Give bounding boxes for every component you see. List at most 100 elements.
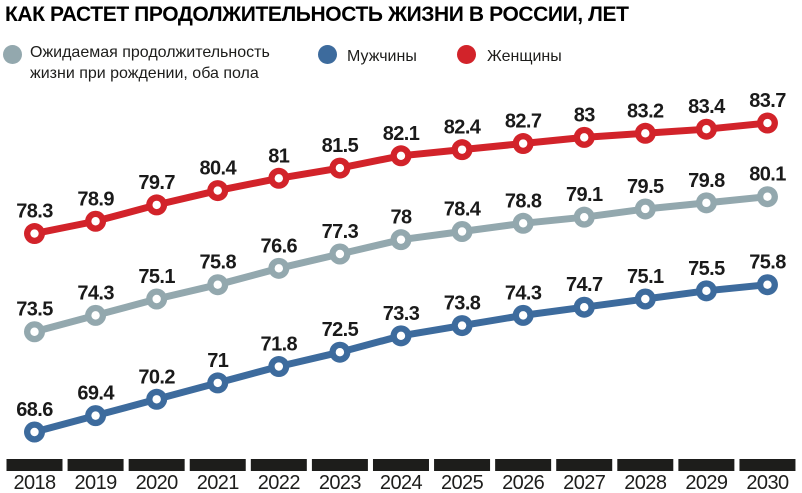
data-point-hole [152, 395, 161, 404]
data-point-hole [274, 174, 284, 183]
axis-tick-bar [556, 459, 613, 471]
value-label: 75.8 [749, 252, 786, 274]
value-label: 75.1 [627, 266, 664, 288]
value-label: 79.7 [138, 172, 175, 194]
axis-tick-bar [67, 459, 124, 471]
value-label: 76.6 [261, 235, 298, 257]
value-label: 72.5 [322, 319, 359, 341]
data-point-hole [518, 219, 528, 228]
data-point-hole [30, 427, 39, 437]
value-label: 78.4 [444, 198, 482, 220]
data-point-hole [335, 348, 345, 357]
value-label: 78.8 [505, 190, 542, 212]
data-point-hole [213, 186, 222, 195]
axis-tick-bar [739, 459, 796, 471]
value-label: 73.3 [383, 303, 420, 325]
year-label: 2024 [380, 472, 423, 493]
axis-tick-bar [495, 459, 552, 471]
value-label: 69.4 [77, 383, 115, 405]
data-point-hole [396, 235, 406, 244]
data-point-hole [213, 280, 222, 289]
data-point-hole [518, 311, 528, 320]
value-label: 79.5 [627, 176, 664, 198]
data-point-hole [457, 227, 467, 236]
data-point-hole [641, 294, 650, 304]
value-label: 73.5 [16, 299, 53, 321]
data-point-hole [580, 133, 589, 142]
value-label: 81 [268, 145, 290, 167]
data-point-hole [274, 362, 284, 371]
data-point-hole [457, 321, 467, 330]
value-label: 75.1 [138, 266, 175, 288]
value-label: 83.2 [627, 100, 664, 122]
value-label: 71 [207, 350, 229, 372]
value-label: 74.3 [505, 282, 542, 304]
value-label: 78 [390, 207, 412, 229]
data-point-hole [457, 145, 467, 154]
data-point-hole [274, 264, 284, 273]
legend-label-women: Женщины [487, 48, 562, 65]
data-point-hole [91, 311, 100, 320]
data-point-hole [641, 204, 650, 214]
value-label: 82.1 [383, 123, 420, 145]
data-point-hole [396, 331, 406, 341]
data-point-hole [152, 294, 161, 304]
year-label: 2022 [258, 472, 301, 493]
axis-tick-bar [6, 459, 63, 471]
value-label: 79.1 [566, 184, 603, 206]
axis-tick-bar [678, 459, 735, 471]
year-label: 2020 [136, 472, 179, 493]
value-label: 80.1 [749, 164, 786, 186]
value-label: 75.5 [688, 258, 725, 280]
data-point-hole [335, 249, 345, 259]
year-label: 2027 [563, 472, 606, 493]
year-label: 2028 [624, 472, 667, 493]
year-label: 2019 [75, 472, 118, 493]
axis-tick-bar [128, 459, 185, 471]
data-point-hole [641, 129, 650, 138]
value-label: 78.3 [16, 201, 53, 223]
axis-tick-bar [617, 459, 674, 471]
legend-dot-women [457, 45, 476, 64]
value-label: 71.8 [261, 334, 298, 356]
value-label: 80.4 [199, 158, 237, 180]
value-label: 79.8 [688, 170, 725, 192]
axis-tick-bar [189, 459, 246, 471]
data-point-hole [763, 118, 772, 128]
data-point-hole [335, 163, 345, 173]
data-point-hole [152, 200, 161, 210]
value-label: 73.8 [444, 293, 481, 315]
legend-label-both-sexes: Ожидаемая продолжительность жизни при ро… [30, 44, 270, 82]
value-label: 74.7 [566, 274, 603, 296]
data-point-hole [213, 378, 222, 388]
axis-tick-bar [434, 459, 491, 471]
year-label: 2025 [441, 472, 484, 493]
axis-tick-bar [250, 459, 307, 471]
data-point-hole [580, 212, 589, 222]
value-label: 70.2 [138, 366, 175, 388]
year-label: 2018 [13, 472, 56, 493]
data-point-hole [91, 217, 100, 226]
data-point-hole [702, 124, 711, 134]
year-label: 2026 [502, 472, 545, 493]
data-point-hole [518, 139, 528, 148]
value-label: 83 [574, 104, 596, 126]
axis-tick-bar [372, 459, 429, 471]
value-label: 77.3 [322, 221, 359, 243]
legend-dot-both-sexes [3, 45, 22, 64]
value-label: 82.7 [505, 111, 542, 133]
year-label: 2021 [197, 472, 240, 493]
data-point-hole [763, 280, 772, 289]
data-point-hole [396, 151, 406, 160]
axis-tick-bar [311, 459, 368, 471]
value-label: 83.7 [749, 90, 786, 112]
value-label: 75.8 [199, 252, 236, 274]
data-point-hole [91, 411, 100, 420]
data-point-hole [702, 198, 711, 208]
data-point-hole [30, 229, 39, 238]
year-label: 2029 [685, 472, 728, 493]
value-label: 78.9 [77, 188, 114, 210]
data-point-hole [30, 327, 39, 336]
